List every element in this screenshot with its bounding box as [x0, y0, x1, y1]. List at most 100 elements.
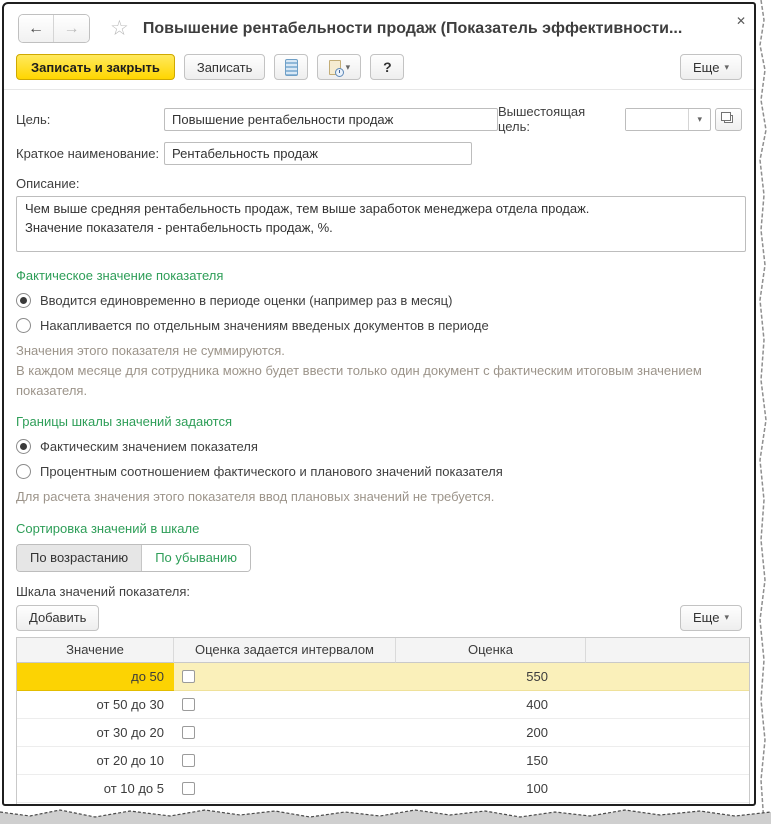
table-row[interactable]: менее 5 600	[17, 802, 749, 804]
section-actual-value-title: Фактическое значение показателя	[16, 268, 224, 283]
open-in-window-icon	[721, 112, 734, 123]
interval-cell	[174, 802, 396, 804]
empty-cell	[586, 774, 749, 803]
page-title: Повышение рентабельности продаж (Показат…	[142, 19, 683, 37]
interval-cell	[174, 718, 396, 747]
parent-goal-combo: ▾	[625, 107, 712, 131]
score-cell[interactable]: 600	[396, 802, 586, 804]
description-label: Описание:	[16, 176, 80, 191]
description-textarea[interactable]: Чем выше средняя рентабельность продаж, …	[16, 196, 746, 252]
actual-value-note: Значения этого показателя не суммируются…	[16, 343, 702, 399]
short-name-label: Краткое наименование:	[16, 146, 160, 161]
create-document-menu-button[interactable]: ▾	[317, 54, 362, 80]
back-button[interactable]: ←	[19, 15, 54, 42]
column-header-empty	[586, 637, 749, 663]
value-cell[interactable]: от 30 до 20	[17, 718, 174, 747]
table-row[interactable]: до 50 550	[17, 662, 749, 691]
score-cell[interactable]: 100	[396, 774, 586, 803]
score-cell[interactable]: 400	[396, 690, 586, 719]
interval-checkbox[interactable]	[182, 781, 195, 795]
scale-values-table: Значение Оценка задается интервалом Оцен…	[16, 636, 750, 804]
table-row[interactable]: от 50 до 30 400	[17, 690, 749, 719]
section-scale-bounds-title: Границы шкалы значений задаются	[16, 414, 233, 430]
interval-checkbox[interactable]	[182, 697, 195, 711]
document-clock-icon	[328, 59, 344, 77]
more-actions-label: Еще	[693, 59, 720, 75]
interval-cell	[174, 774, 396, 803]
interval-checkbox[interactable]	[182, 753, 195, 767]
table-more-button[interactable]: Еще ▾	[680, 604, 742, 631]
list-report-icon	[284, 58, 298, 76]
favorite-star-icon[interactable]: ☆	[110, 17, 129, 40]
empty-cell	[586, 690, 749, 719]
radio-unselected-icon	[16, 464, 31, 480]
save-button[interactable]: Записать	[183, 54, 266, 80]
radio-entered-once[interactable]: Вводится единовременно в периоде оценки …	[16, 293, 742, 308]
table-row[interactable]: от 10 до 5 100	[17, 774, 749, 803]
interval-cell	[174, 662, 396, 691]
score-cell[interactable]: 200	[396, 718, 586, 747]
empty-cell	[586, 802, 749, 804]
value-cell[interactable]: от 10 до 5	[17, 774, 174, 803]
forward-button[interactable]: →	[54, 15, 89, 42]
sort-descending-button[interactable]: По убыванию	[142, 544, 250, 571]
indicator-form-window: ← → ☆ Повышение рентабельности продаж (П…	[2, 2, 756, 806]
radio-accumulated[interactable]: Накапливается по отдельным значениям вве…	[16, 318, 742, 333]
table-row[interactable]: от 20 до 10 150	[17, 746, 749, 775]
score-cell[interactable]: 550	[396, 662, 586, 691]
radio-percent-ratio-bounds[interactable]: Процентным соотношением фактического и п…	[16, 464, 742, 480]
radio-accumulated-label: Накапливается по отдельным значениям вве…	[40, 318, 489, 333]
help-button[interactable]: ?	[370, 54, 405, 80]
save-and-close-button[interactable]: Записать и закрыть	[16, 54, 175, 80]
goal-input[interactable]	[164, 107, 498, 131]
interval-checkbox[interactable]	[182, 725, 195, 739]
form-toolbar: Записать и закрыть Записать ▾ ? Еще ▾	[4, 47, 754, 90]
structure-report-button[interactable]	[274, 54, 309, 80]
title-bar: ← → ☆ Повышение рентабельности продаж (П…	[4, 4, 754, 47]
add-row-button[interactable]: Добавить	[16, 604, 100, 631]
table-more-label: Еще	[693, 610, 720, 626]
empty-cell	[586, 662, 749, 691]
radio-unselected-icon	[16, 318, 31, 333]
interval-cell	[174, 746, 396, 775]
column-header-score[interactable]: Оценка	[396, 637, 586, 663]
chevron-down-icon: ▾	[724, 612, 729, 623]
table-row[interactable]: от 30 до 20 200	[17, 718, 749, 747]
torn-edge-right	[759, 0, 771, 824]
torn-edge-bottom	[0, 809, 771, 824]
radio-actual-value-bounds-label: Фактическим значением показателя	[40, 439, 258, 455]
empty-cell	[586, 746, 749, 775]
value-cell[interactable]: от 50 до 30	[17, 690, 174, 719]
short-name-input[interactable]	[164, 142, 472, 165]
form-body: Цель: Вышестоящая цель: ▾ Краткое наимен…	[4, 90, 754, 804]
chevron-down-icon: ▾	[345, 61, 351, 72]
more-actions-button[interactable]: Еще ▾	[680, 54, 742, 80]
back-arrow-icon: ←	[28, 19, 44, 37]
table-header-row: Значение Оценка задается интервалом Оцен…	[17, 637, 749, 663]
value-cell[interactable]: до 50	[17, 662, 174, 691]
goal-label: Цель:	[16, 111, 51, 127]
radio-actual-value-bounds[interactable]: Фактическим значением показателя	[16, 439, 742, 455]
radio-entered-once-label: Вводится единовременно в периоде оценки …	[40, 293, 453, 308]
empty-cell	[586, 718, 749, 747]
score-cell[interactable]: 150	[396, 746, 586, 775]
section-sorting-title: Сортировка значений в шкале	[16, 520, 200, 536]
sort-ascending-button[interactable]: По возрастанию	[17, 544, 143, 571]
parent-goal-input[interactable]	[626, 108, 689, 130]
parent-goal-dropdown-button[interactable]: ▾	[688, 108, 710, 130]
scale-command-bar: Добавить Еще ▾	[16, 604, 742, 631]
interval-cell	[174, 690, 396, 719]
radio-selected-icon	[16, 439, 31, 455]
column-header-interval[interactable]: Оценка задается интервалом	[174, 637, 396, 663]
value-cell[interactable]: от 20 до 10	[17, 746, 174, 775]
radio-percent-ratio-bounds-label: Процентным соотношением фактического и п…	[40, 464, 503, 480]
radio-selected-icon	[16, 293, 31, 308]
interval-checkbox[interactable]	[182, 669, 195, 683]
value-cell[interactable]: менее 5	[17, 802, 174, 804]
column-header-value[interactable]: Значение	[17, 637, 174, 663]
parent-goal-open-button[interactable]	[715, 107, 742, 131]
scale-table-label: Шкала значений показателя:	[16, 583, 191, 599]
table-body: до 50 550 от 50 до 30 400 от 30 до 20	[17, 662, 749, 804]
close-icon[interactable]: ✕	[735, 14, 746, 28]
